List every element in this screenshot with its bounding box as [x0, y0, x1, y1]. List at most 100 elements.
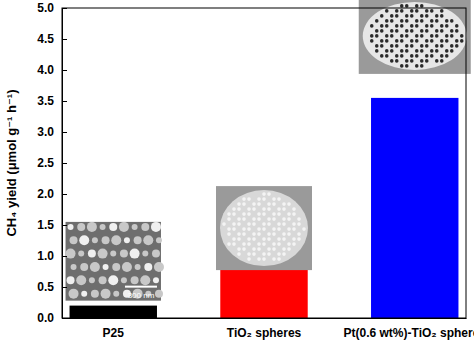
photo-pt-sphere	[420, 19, 424, 23]
photo-tio2-sphere	[282, 217, 286, 221]
sem-particle	[81, 291, 87, 297]
sem-particle	[69, 289, 79, 299]
photo-pt-sphere	[425, 29, 429, 33]
photo-tio2-sphere	[282, 237, 286, 241]
sem-particle	[130, 249, 140, 259]
photo-pt-sphere	[440, 59, 444, 63]
sem-particle	[120, 250, 128, 258]
bar	[70, 306, 157, 318]
sem-particle	[66, 249, 76, 259]
photo-tio2-sphere	[257, 227, 261, 231]
photo-pt-sphere	[405, 49, 409, 53]
photo-pt-sphere	[395, 39, 399, 43]
photo-pt-sphere	[430, 34, 434, 38]
photo-pt-sphere	[420, 4, 424, 8]
y-tick-mark	[62, 101, 67, 102]
photo-pt-sphere	[440, 24, 444, 28]
photo-tio2-sphere	[272, 257, 276, 261]
photo-tio2-sphere	[282, 252, 286, 256]
sem-particle	[111, 235, 121, 245]
photo-pt-sphere	[380, 14, 384, 18]
photo-tio2-sphere	[267, 232, 271, 236]
sem-particle	[110, 251, 116, 257]
photo-tio2-sphere	[282, 232, 286, 236]
photo-pt-sphere	[455, 29, 459, 33]
x-tick-label: TiO₂ spheres	[227, 326, 302, 340]
photo-tio2-sphere	[242, 247, 246, 251]
photo-tio2-sphere	[237, 217, 241, 221]
photo-pt-sphere	[420, 29, 424, 33]
y-tick: 2.0	[37, 187, 67, 201]
photo-tio2-sphere	[272, 227, 276, 231]
sem-particle	[134, 236, 142, 244]
photo-pt-sphere	[415, 39, 419, 43]
photo-tio2-sphere	[227, 227, 231, 231]
photo-pt	[363, 2, 467, 70]
sem-particle	[122, 262, 132, 272]
photo-tio2-sphere	[267, 207, 271, 211]
photo-pt-sphere	[410, 14, 414, 18]
photo-pt-sphere	[445, 39, 449, 43]
x-tick: TiO₂ spheres	[227, 318, 302, 340]
photo-tio2-sphere	[292, 222, 296, 226]
photo-pt-sphere	[375, 29, 379, 33]
photo-pt-sphere	[395, 14, 399, 18]
photo-pt-sphere	[385, 39, 389, 43]
photo-tio2-sphere	[282, 207, 286, 211]
photo-pt-sphere	[420, 49, 424, 53]
photo-pt-sphere	[435, 59, 439, 63]
photo-tio2-sphere	[277, 207, 281, 211]
photo-pt-sphere	[370, 34, 374, 38]
y-axis-title: CH₄ yield (μmol g⁻¹ h⁻¹)	[4, 89, 19, 236]
photo-pt-sphere	[375, 34, 379, 38]
photo-tio2-sphere	[227, 242, 231, 246]
photo-tio2-sphere	[292, 207, 296, 211]
photo-tio2-sphere	[252, 222, 256, 226]
sem-particle	[113, 291, 119, 297]
photo-tio2-sphere	[297, 237, 301, 241]
photo-pt-sphere	[435, 29, 439, 33]
photo-pt-sphere	[445, 54, 449, 58]
photo-tio2-sphere	[227, 212, 231, 216]
y-tick-label: 3.5	[37, 94, 54, 108]
photo-pt-sphere	[395, 54, 399, 58]
photo-pt-sphere	[415, 64, 419, 68]
sem-particle	[76, 275, 86, 285]
photo-pt-sphere	[410, 9, 414, 13]
photo-pt-sphere	[390, 49, 394, 53]
photo-pt-sphere	[405, 44, 409, 48]
photo-tio2-sphere	[267, 237, 271, 241]
photo-pt-sphere	[455, 44, 459, 48]
x-axis: P25TiO₂ spheresPt(0.6 wt%)-TiO₂ spheres	[63, 318, 474, 340]
y-tick: 5.0	[37, 1, 67, 15]
photo-tio2-sphere	[277, 237, 281, 241]
photo-pt-sphere	[400, 4, 404, 8]
photo-pt-sphere	[430, 54, 434, 58]
y-tick-label: 0.0	[37, 311, 54, 325]
photo-tio2-sphere	[252, 237, 256, 241]
photo-pt-sphere	[420, 44, 424, 48]
photo-tio2-sphere	[262, 192, 266, 196]
photo-tio2-sphere	[287, 202, 291, 206]
sem-particle	[102, 236, 110, 244]
photo-pt-sphere	[435, 19, 439, 23]
photo-tio2-sphere	[267, 192, 271, 196]
y-tick-label: 2.5	[37, 156, 54, 170]
photo-tio2-sphere	[277, 197, 281, 201]
photo-pt-sphere	[400, 24, 404, 28]
photo-tio2-sphere	[257, 202, 261, 206]
photo-tio2-sphere	[267, 202, 271, 206]
photo-pt-sphere	[390, 29, 394, 33]
y-tick-mark	[62, 225, 67, 226]
photo-pt-sphere	[410, 54, 414, 58]
y-tick-mark	[62, 163, 67, 164]
y-tick: 3.0	[37, 125, 67, 139]
photo-pt-sphere	[440, 29, 444, 33]
photo-pt-sphere	[430, 39, 434, 43]
photo-tio2-sphere	[262, 257, 266, 261]
photo-tio2-sphere	[237, 232, 241, 236]
photo-tio2-sphere	[247, 242, 251, 246]
photo-tio2-sphere	[277, 222, 281, 226]
y-tick: 1.5	[37, 218, 67, 232]
photo-tio2-sphere	[302, 227, 306, 231]
